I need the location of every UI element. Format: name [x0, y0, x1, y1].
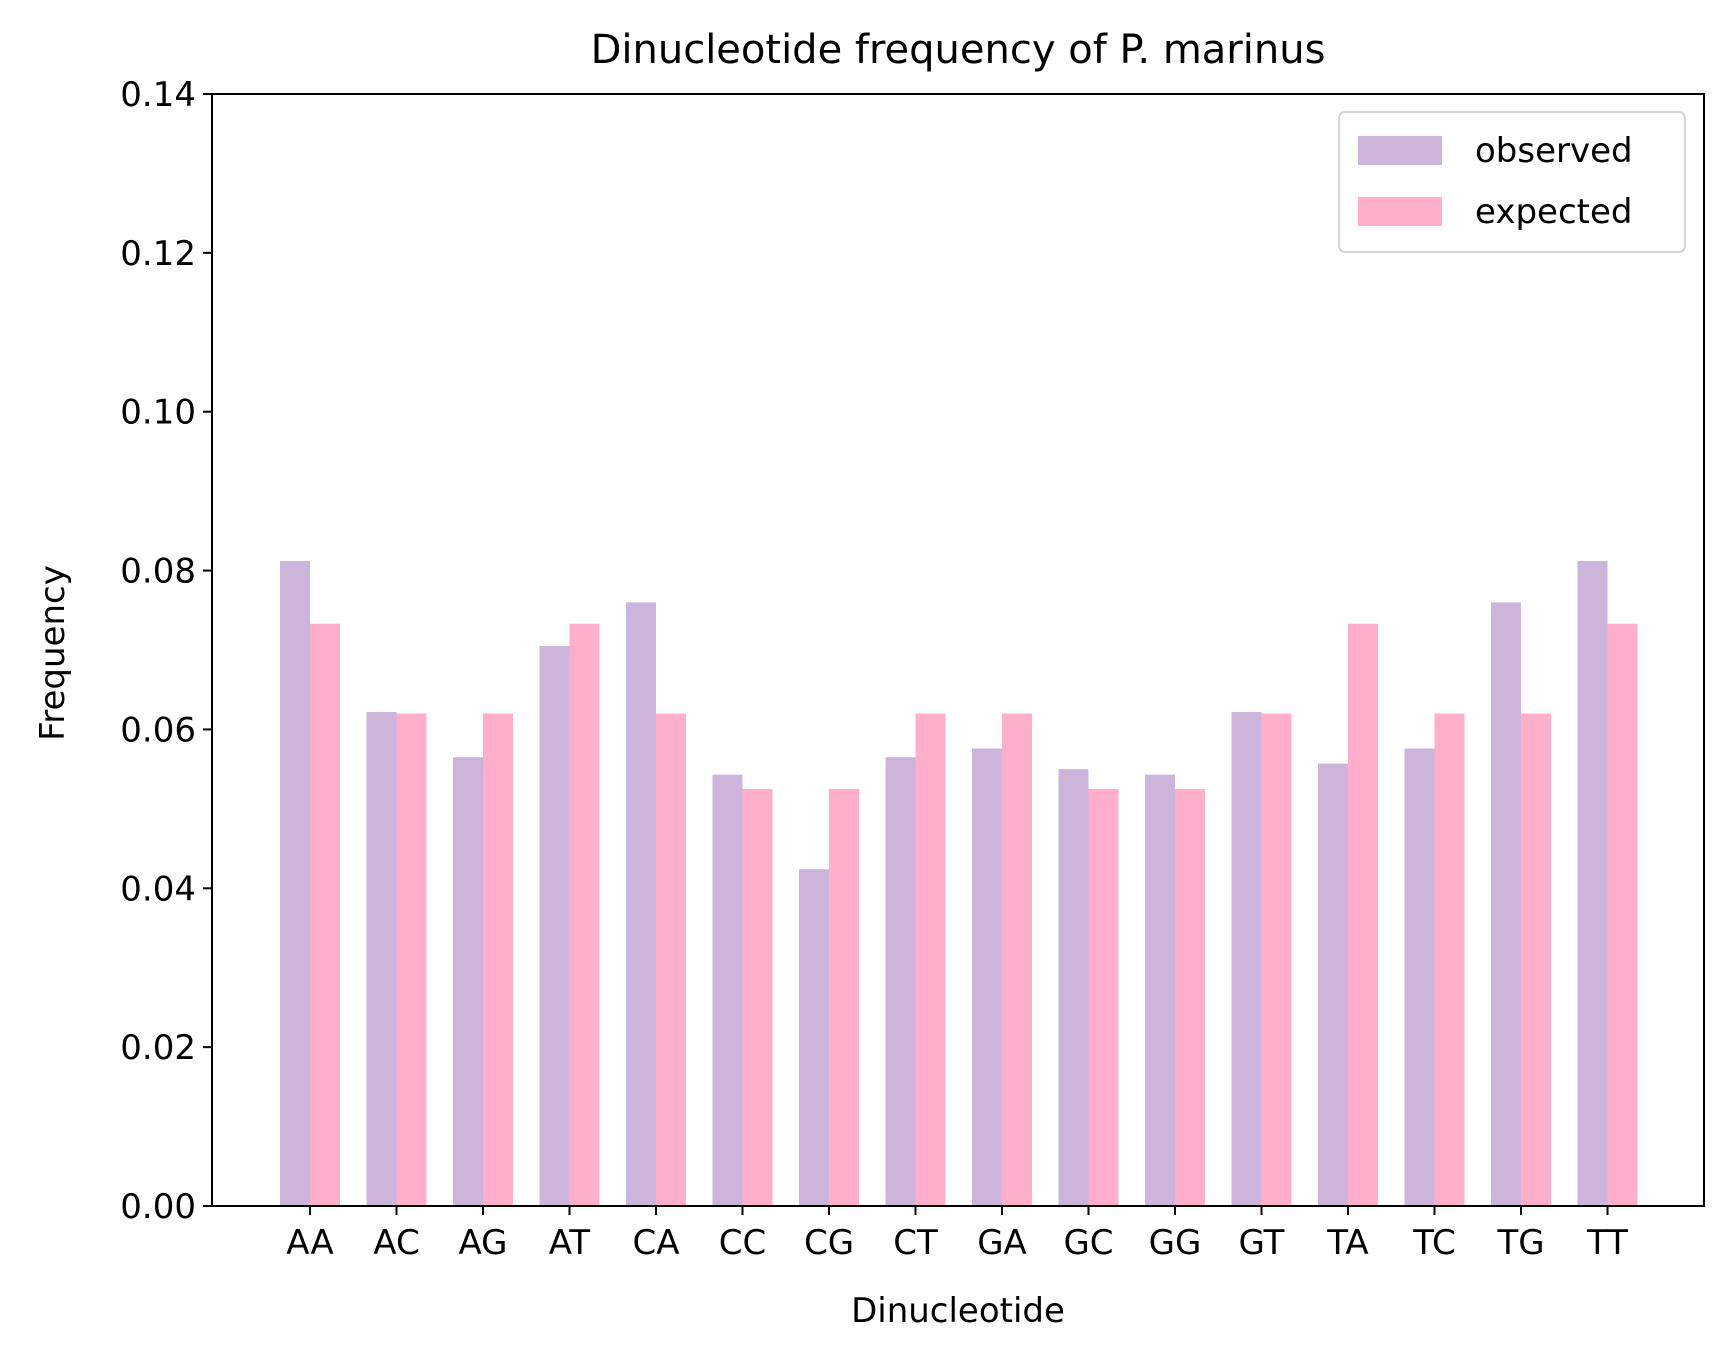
bar-expected-ac: [396, 713, 427, 1206]
bar-expected-tg: [1521, 713, 1551, 1206]
x-tick-label: CC: [719, 1223, 766, 1263]
bar-expected-gc: [1088, 789, 1119, 1206]
bar-expected-gt: [1261, 713, 1292, 1206]
x-tick-label: TC: [1412, 1223, 1456, 1263]
legend-swatch-expected: [1358, 197, 1442, 226]
bar-expected-tc: [1434, 713, 1465, 1206]
bar-observed-cc: [712, 774, 743, 1206]
y-axis-label: Frequency: [33, 565, 73, 741]
y-tick-label: 0.08: [120, 552, 196, 592]
bar-expected-aa: [310, 623, 340, 1206]
y-tick-label: 0.12: [120, 234, 196, 274]
x-tick-label: GT: [1239, 1223, 1285, 1263]
bar-observed-ag: [453, 757, 483, 1206]
x-tick-label: AA: [286, 1223, 333, 1263]
plot-frame: [211, 93, 1705, 1207]
x-tick-label: AT: [549, 1223, 591, 1263]
bar-expected-gg: [1175, 789, 1205, 1206]
bar-expected-cg: [829, 789, 859, 1206]
bar-observed-ct: [885, 757, 916, 1206]
x-tick-label: TT: [1586, 1223, 1628, 1263]
legend-label-observed: observed: [1475, 131, 1633, 171]
bar-observed-aa: [280, 561, 310, 1206]
bar-observed-tg: [1491, 602, 1521, 1206]
bar-observed-gt: [1231, 711, 1262, 1206]
y-tick-label: 0.04: [120, 869, 196, 909]
bar-expected-cc: [742, 789, 773, 1206]
bar-observed-tc: [1404, 748, 1435, 1206]
y-axis-ticks: 0.00 0.02 0.04 0.06 0.08 0.10 0.12 0.14: [120, 75, 212, 1227]
y-tick-label: 0.02: [120, 1028, 196, 1068]
bar-observed-ta: [1318, 763, 1348, 1206]
bar-observed-ac: [366, 711, 397, 1206]
x-axis-ticks: AA AC AG AT CA CC CG CT GA GC GG GT TA TC TG TT: [286, 1206, 1628, 1263]
y-tick-label: 0.14: [120, 75, 196, 115]
bar-expected-ta: [1348, 623, 1378, 1206]
bar-expected-at: [569, 623, 600, 1206]
x-tick-label: TG: [1496, 1223, 1544, 1263]
bar-observed-gg: [1145, 774, 1175, 1206]
bar-expected-ca: [656, 713, 686, 1206]
bar-observed-ga: [972, 748, 1002, 1206]
y-tick-label: 0.00: [120, 1187, 196, 1227]
x-tick-label: AC: [373, 1223, 419, 1263]
bar-observed-cg: [799, 869, 829, 1206]
x-axis-label: Dinucleotide: [851, 1291, 1065, 1331]
legend-label-expected: expected: [1475, 192, 1632, 232]
legend-swatch-observed: [1358, 136, 1442, 165]
legend: observed expected: [1338, 111, 1686, 253]
x-tick-label: AG: [458, 1223, 507, 1263]
y-tick-label: 0.06: [120, 710, 196, 750]
x-tick-label: CG: [804, 1223, 854, 1263]
x-tick-label: CA: [633, 1223, 680, 1263]
x-tick-label: CT: [893, 1223, 938, 1263]
bar-expected-ag: [483, 713, 513, 1206]
bar-observed-at: [539, 646, 570, 1206]
y-tick-label: 0.10: [120, 393, 196, 433]
x-tick-label: GG: [1149, 1223, 1202, 1263]
bars-group: [280, 561, 1638, 1206]
x-tick-label: GC: [1063, 1223, 1113, 1263]
bar-expected-ct: [915, 713, 946, 1206]
bar-observed-ca: [626, 602, 656, 1206]
bar-expected-ga: [1002, 713, 1032, 1206]
chart-title: Dinucleotide frequency of P. marinus: [591, 27, 1326, 73]
x-tick-label: TA: [1326, 1223, 1368, 1263]
bar-expected-tt: [1607, 623, 1638, 1206]
x-tick-label: GA: [977, 1223, 1027, 1263]
bar-observed-tt: [1577, 561, 1608, 1206]
bar-observed-gc: [1058, 769, 1089, 1206]
